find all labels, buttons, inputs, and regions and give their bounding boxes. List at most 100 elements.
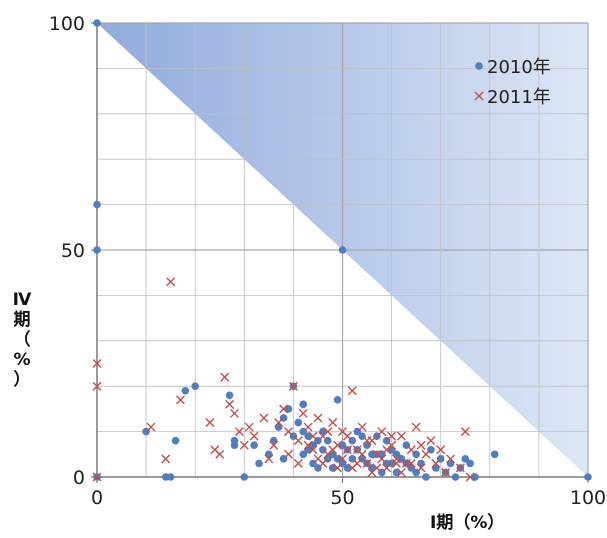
y-tick-label: 0 [73, 467, 85, 489]
point-2010 [225, 391, 234, 400]
point-2011 [441, 467, 451, 477]
x-tick-label: 0 [91, 487, 103, 509]
point-2011 [426, 436, 436, 446]
point-2011 [362, 436, 372, 446]
point-2011 [382, 445, 392, 455]
x-tick-label: 50 [330, 487, 354, 509]
point-2011 [338, 454, 347, 464]
point-2010 [299, 400, 308, 409]
point-2011 [303, 422, 313, 432]
point-2010 [490, 450, 499, 459]
point-2010 [166, 473, 175, 481]
point-2011 [455, 463, 465, 473]
point-2011 [333, 463, 343, 473]
x-tick-label: 100 [570, 487, 606, 509]
point-2011 [362, 458, 372, 468]
point-2010 [93, 246, 101, 254]
point-2010 [338, 246, 347, 254]
point-2011 [264, 454, 274, 464]
point-2011 [347, 463, 357, 473]
point-2010 [255, 459, 263, 468]
point-2010 [451, 473, 460, 481]
point-2010 [471, 473, 479, 481]
point-2011 [308, 431, 318, 441]
point-2011 [406, 445, 416, 455]
point-2011 [283, 427, 293, 437]
point-2011 [465, 472, 475, 482]
point-2010 [284, 405, 293, 413]
point-2010 [250, 441, 258, 450]
point-2011 [283, 449, 293, 459]
point-2010 [461, 455, 470, 463]
point-2010 [584, 473, 592, 481]
point-2011 [416, 440, 426, 450]
point-2010 [299, 450, 308, 459]
data-points [92, 19, 592, 482]
y-tick-label: 50 [61, 240, 85, 262]
point-2011 [347, 386, 357, 396]
point-2010 [171, 436, 180, 445]
point-2011 [328, 445, 338, 455]
point-2011 [288, 381, 298, 391]
point-2011 [244, 422, 254, 432]
point-2011 [215, 449, 225, 459]
point-2011 [234, 427, 244, 437]
point-2011 [377, 454, 387, 464]
point-2011 [161, 454, 171, 464]
point-2010 [466, 459, 474, 468]
point-2011 [229, 408, 239, 418]
point-2011 [396, 467, 406, 477]
point-2011 [411, 422, 421, 432]
point-2011 [220, 372, 230, 382]
point-2011 [293, 458, 303, 468]
point-2011 [436, 445, 446, 455]
point-2010 [93, 200, 101, 209]
point-2011 [328, 418, 338, 428]
x-axis-title: Ⅰ期（%） [430, 512, 504, 533]
point-2010 [328, 464, 337, 472]
point-2011 [446, 454, 456, 464]
point-2011 [387, 431, 397, 441]
legend: 2010年 2011年 [474, 57, 551, 108]
point-2011 [249, 431, 259, 441]
point-2011 [239, 440, 249, 450]
point-2010 [191, 382, 199, 391]
point-2011 [406, 458, 416, 468]
point-2011 [303, 440, 313, 450]
tick-labels: 0 50 100 0 50 100 [49, 13, 606, 509]
point-2011 [259, 413, 269, 423]
point-2010 [304, 432, 312, 440]
point-2011 [313, 413, 323, 423]
point-2011 [279, 404, 289, 414]
point-2011 [318, 458, 328, 468]
point-2011 [225, 399, 235, 409]
point-2010 [240, 473, 249, 481]
point-2011 [382, 463, 392, 473]
point-2011 [396, 431, 406, 441]
point-2010 [392, 468, 401, 477]
point-2011 [323, 427, 333, 437]
point-2010 [230, 441, 239, 450]
point-2011 [92, 472, 102, 482]
point-2011 [460, 427, 470, 437]
grid-lines [96, 22, 589, 478]
point-2011 [175, 395, 185, 405]
point-2010 [294, 418, 303, 427]
point-2010 [422, 473, 430, 481]
point-2010 [333, 396, 342, 404]
point-2011 [338, 427, 347, 437]
point-2010 [343, 464, 352, 472]
point-2011 [377, 427, 387, 437]
point-2011 [166, 277, 176, 287]
point-2011 [92, 381, 102, 391]
point-2011 [269, 440, 279, 450]
point-2011 [367, 467, 377, 477]
legend-marker-2011 [474, 91, 484, 101]
point-2011 [357, 422, 367, 432]
point-2010 [333, 455, 342, 463]
point-2011 [92, 359, 102, 368]
point-2011 [298, 408, 308, 418]
legend-label-2011: 2011年 [487, 87, 551, 108]
